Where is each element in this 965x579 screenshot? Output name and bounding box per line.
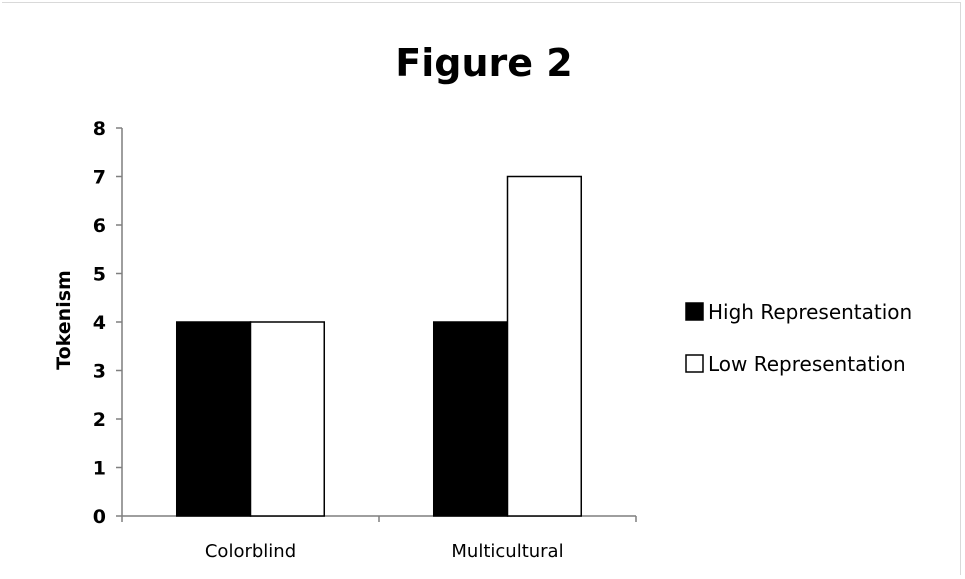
y-tick-label: 1 — [93, 458, 106, 480]
y-tick-label: 4 — [93, 312, 106, 334]
y-tick-label: 2 — [93, 409, 106, 431]
y-tick-label: 5 — [93, 264, 106, 286]
legend-label: High Representation — [708, 300, 912, 324]
y-tick-label: 3 — [93, 361, 106, 383]
y-tick-label: 8 — [93, 118, 106, 140]
x-axis: Colorblind Multicultural — [121, 515, 637, 562]
bars-group — [175, 175, 583, 517]
bar-high-representation-colorblind — [175, 321, 252, 517]
y-axis-title: Tokenism — [53, 270, 75, 370]
bar-high-representation-multicultural — [432, 321, 509, 517]
legend: High Representation Low Representation — [685, 300, 912, 376]
bar-low-representation-multicultural — [506, 175, 583, 517]
legend-swatch — [685, 354, 704, 373]
y-tick-label: 6 — [93, 215, 106, 237]
legend-swatch — [685, 302, 704, 321]
x-category-label: Colorblind — [205, 541, 296, 562]
legend-label: Low Representation — [708, 352, 906, 376]
y-tick-label: 7 — [93, 167, 106, 189]
x-category-label: Multicultural — [451, 541, 563, 562]
chart-title: Figure 2 — [395, 41, 572, 85]
bar-low-representation-colorblind — [249, 321, 326, 517]
y-axis: 0 1 2 3 4 5 6 7 8 — [93, 118, 123, 528]
y-tick-label: 0 — [93, 506, 106, 528]
